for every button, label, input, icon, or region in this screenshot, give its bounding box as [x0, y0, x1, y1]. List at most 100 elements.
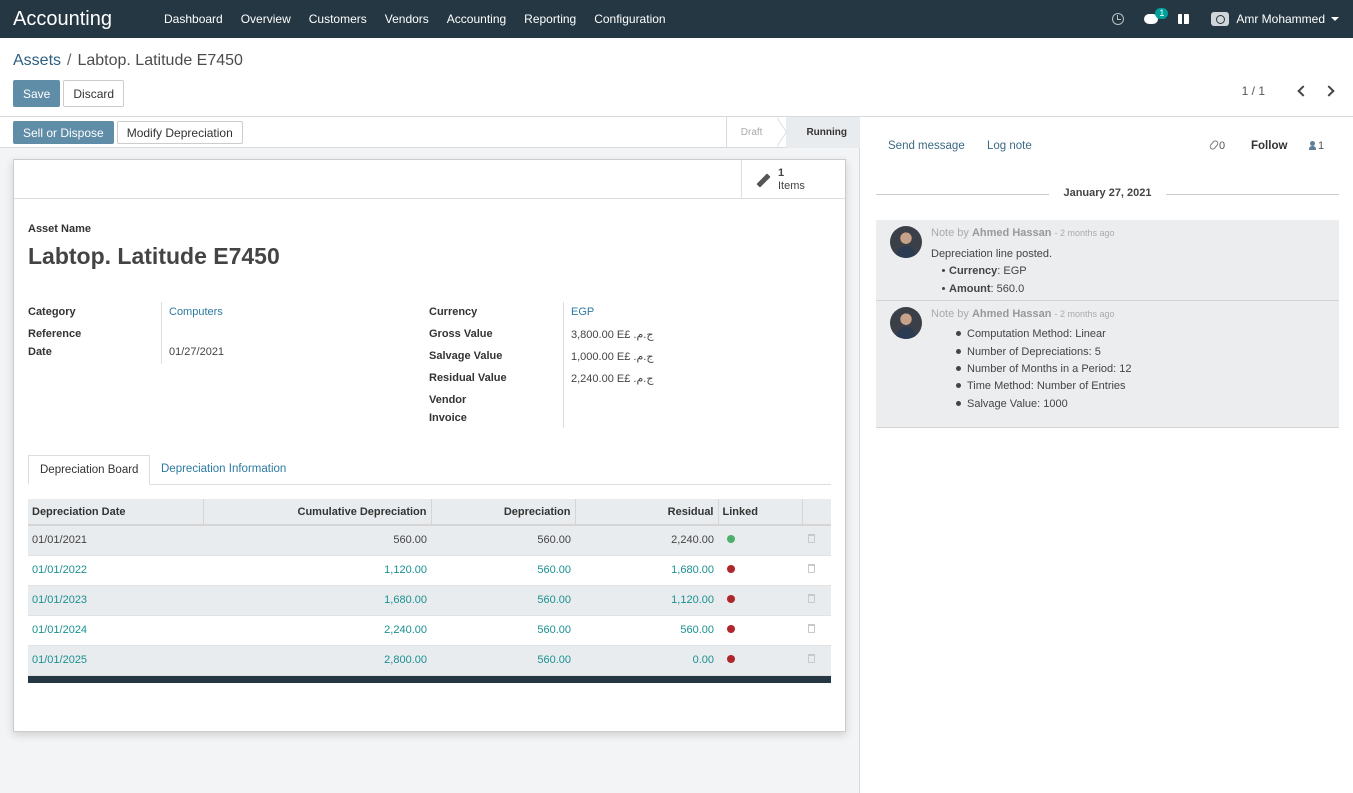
row-delete	[802, 525, 831, 556]
list-item-text: Salvage Value: 1000	[967, 398, 1068, 410]
bullet-icon	[956, 383, 961, 388]
tracking-value: : EGP	[997, 265, 1027, 277]
gross-value-label: Gross Value	[429, 328, 493, 340]
menu-customers[interactable]: Customers	[308, 12, 367, 26]
follow-button[interactable]: Follow	[1251, 140, 1288, 152]
save-button[interactable]: Save	[13, 80, 61, 107]
trash-icon[interactable]	[808, 594, 815, 603]
row-depreciation: 560.00	[431, 645, 575, 676]
pencil-icon	[754, 172, 770, 188]
residual-value-label: Residual Value	[429, 372, 507, 384]
table-row[interactable]: 01/01/2022 1,120.00 560.00 1,680.00	[28, 555, 831, 586]
row-date: 01/01/2024	[28, 615, 203, 646]
breadcrumb-assets[interactable]: Assets	[13, 52, 62, 69]
gift-icon[interactable]	[1178, 14, 1190, 24]
menu-accounting[interactable]: Accounting	[446, 12, 507, 26]
message-list-item: Number of Months in a Period: 12	[956, 363, 1131, 375]
category-field[interactable]: Computers	[169, 306, 223, 318]
person-icon	[1309, 141, 1316, 150]
col-depreciation-date[interactable]: Depreciation Date	[28, 499, 204, 526]
form-buttons: Save Discard	[13, 80, 125, 107]
user-avatar-camera-icon[interactable]	[1211, 12, 1230, 26]
chevron-down-icon[interactable]	[1331, 17, 1339, 21]
row-linked	[718, 525, 802, 556]
menu-vendors[interactable]: Vendors	[384, 12, 429, 26]
message-author[interactable]: Ahmed Hassan	[971, 227, 1052, 239]
send-message-button[interactable]: Send message	[888, 140, 965, 152]
row-linked	[718, 645, 802, 676]
message-list-item: Number of Depreciations: 5	[956, 346, 1101, 358]
trash-icon[interactable]	[808, 564, 815, 573]
col-linked[interactable]: Linked	[718, 499, 803, 526]
paperclip-icon	[1208, 139, 1220, 151]
message-prefix: Note by	[931, 308, 969, 320]
menu-configuration[interactable]: Configuration	[594, 12, 666, 26]
currency-label: Currency	[429, 306, 478, 318]
followers-button[interactable]: 1	[1309, 140, 1324, 152]
message-header: Note by Ahmed Hassan - 2 months ago	[931, 227, 1115, 239]
notebook-tabs: Depreciation Board Depreciation Informat…	[28, 455, 831, 485]
salvage-value-field[interactable]: 1,000.00 E£ ج.م.‏	[571, 351, 654, 363]
row-residual: 1,680.00	[575, 555, 718, 586]
date-field[interactable]: 01/27/2021	[169, 346, 225, 358]
trash-icon[interactable]	[808, 654, 815, 663]
unlinked-status-dot	[727, 655, 735, 663]
follower-count: 1	[1318, 140, 1325, 152]
row-delete	[802, 555, 831, 586]
col-cumulative-depreciation[interactable]: Cumulative Depreciation	[203, 499, 432, 526]
modify-depreciation-button[interactable]: Modify Depreciation	[116, 121, 243, 144]
bullet-icon	[942, 269, 945, 272]
menu-dashboard[interactable]: Dashboard	[164, 12, 223, 26]
currency-field[interactable]: EGP	[571, 306, 595, 318]
tracking-key: Currency	[949, 265, 998, 277]
message-list-item: Computation Method: Linear	[956, 328, 1106, 340]
trash-icon[interactable]	[808, 624, 815, 633]
tab-depreciation-board[interactable]: Depreciation Board	[28, 455, 151, 485]
items-stat-button[interactable]: 1 Items	[741, 160, 845, 199]
sell-or-dispose-button[interactable]: Sell or Dispose	[13, 121, 114, 144]
pager-previous-icon[interactable]	[1297, 85, 1309, 97]
message-author[interactable]: Ahmed Hassan	[971, 308, 1052, 320]
attachments-button[interactable]: 0	[1208, 139, 1225, 152]
row-linked	[718, 585, 802, 616]
pager-next-icon[interactable]	[1323, 85, 1335, 97]
asset-name-label: Asset Name	[28, 223, 91, 235]
menu-reporting[interactable]: Reporting	[524, 12, 577, 26]
row-cumulative: 1,680.00	[203, 585, 431, 616]
trash-icon[interactable]	[808, 534, 815, 544]
field-divider	[563, 302, 564, 428]
pager-value[interactable]: 1 / 1	[1241, 84, 1265, 98]
table-row[interactable]: 01/01/2024 2,240.00 560.00 560.00	[28, 615, 831, 646]
author-avatar[interactable]	[890, 307, 922, 339]
log-note-button[interactable]: Log note	[987, 140, 1032, 152]
chatter-panel: Send message Log note 0 Follow 1 January…	[861, 117, 1353, 793]
author-avatar[interactable]	[890, 226, 922, 258]
tab-depreciation-information[interactable]: Depreciation Information	[161, 463, 287, 475]
list-item-text: Time Method: Number of Entries	[967, 380, 1126, 392]
status-steps: Draft Running	[725, 117, 860, 148]
gross-value-field[interactable]: 3,800.00 E£ ج.م.‏	[571, 329, 654, 341]
discard-button[interactable]: Discard	[63, 80, 125, 107]
chat-icon[interactable]: 1	[1144, 8, 1169, 24]
app-brand[interactable]: Accounting	[13, 7, 112, 30]
form-view: Sell or Dispose Modify Depreciation Draf…	[0, 117, 860, 793]
col-residual[interactable]: Residual	[575, 499, 719, 526]
message-list-item: Salvage Value: 1000	[956, 398, 1068, 410]
residual-value-field: 2,240.00 E£ ج.م.‏	[571, 373, 654, 385]
table-row[interactable]: 01/01/2025 2,800.00 560.00 0.00	[28, 645, 831, 676]
unlinked-status-dot	[727, 595, 735, 603]
row-linked	[718, 555, 802, 586]
row-residual: 560.00	[575, 615, 718, 646]
bullet-icon	[956, 401, 961, 406]
table-row[interactable]: 01/01/2023 1,680.00 560.00 1,120.00	[28, 585, 831, 616]
table-row[interactable]: 01/01/2021 560.00 560.00 2,240.00	[28, 525, 831, 556]
status-step-draft: Draft	[725, 117, 788, 148]
menu-overview[interactable]: Overview	[240, 12, 291, 26]
list-item-text: Computation Method: Linear	[967, 328, 1106, 340]
activity-clock-icon[interactable]	[1112, 13, 1125, 25]
asset-name-field[interactable]: Labtop. Latitude E7450	[28, 243, 280, 269]
breadcrumb-separator: /	[67, 52, 72, 69]
row-depreciation: 560.00	[431, 615, 575, 646]
user-menu-name[interactable]: Amr Mohammed	[1236, 12, 1325, 26]
col-depreciation[interactable]: Depreciation	[431, 499, 576, 526]
